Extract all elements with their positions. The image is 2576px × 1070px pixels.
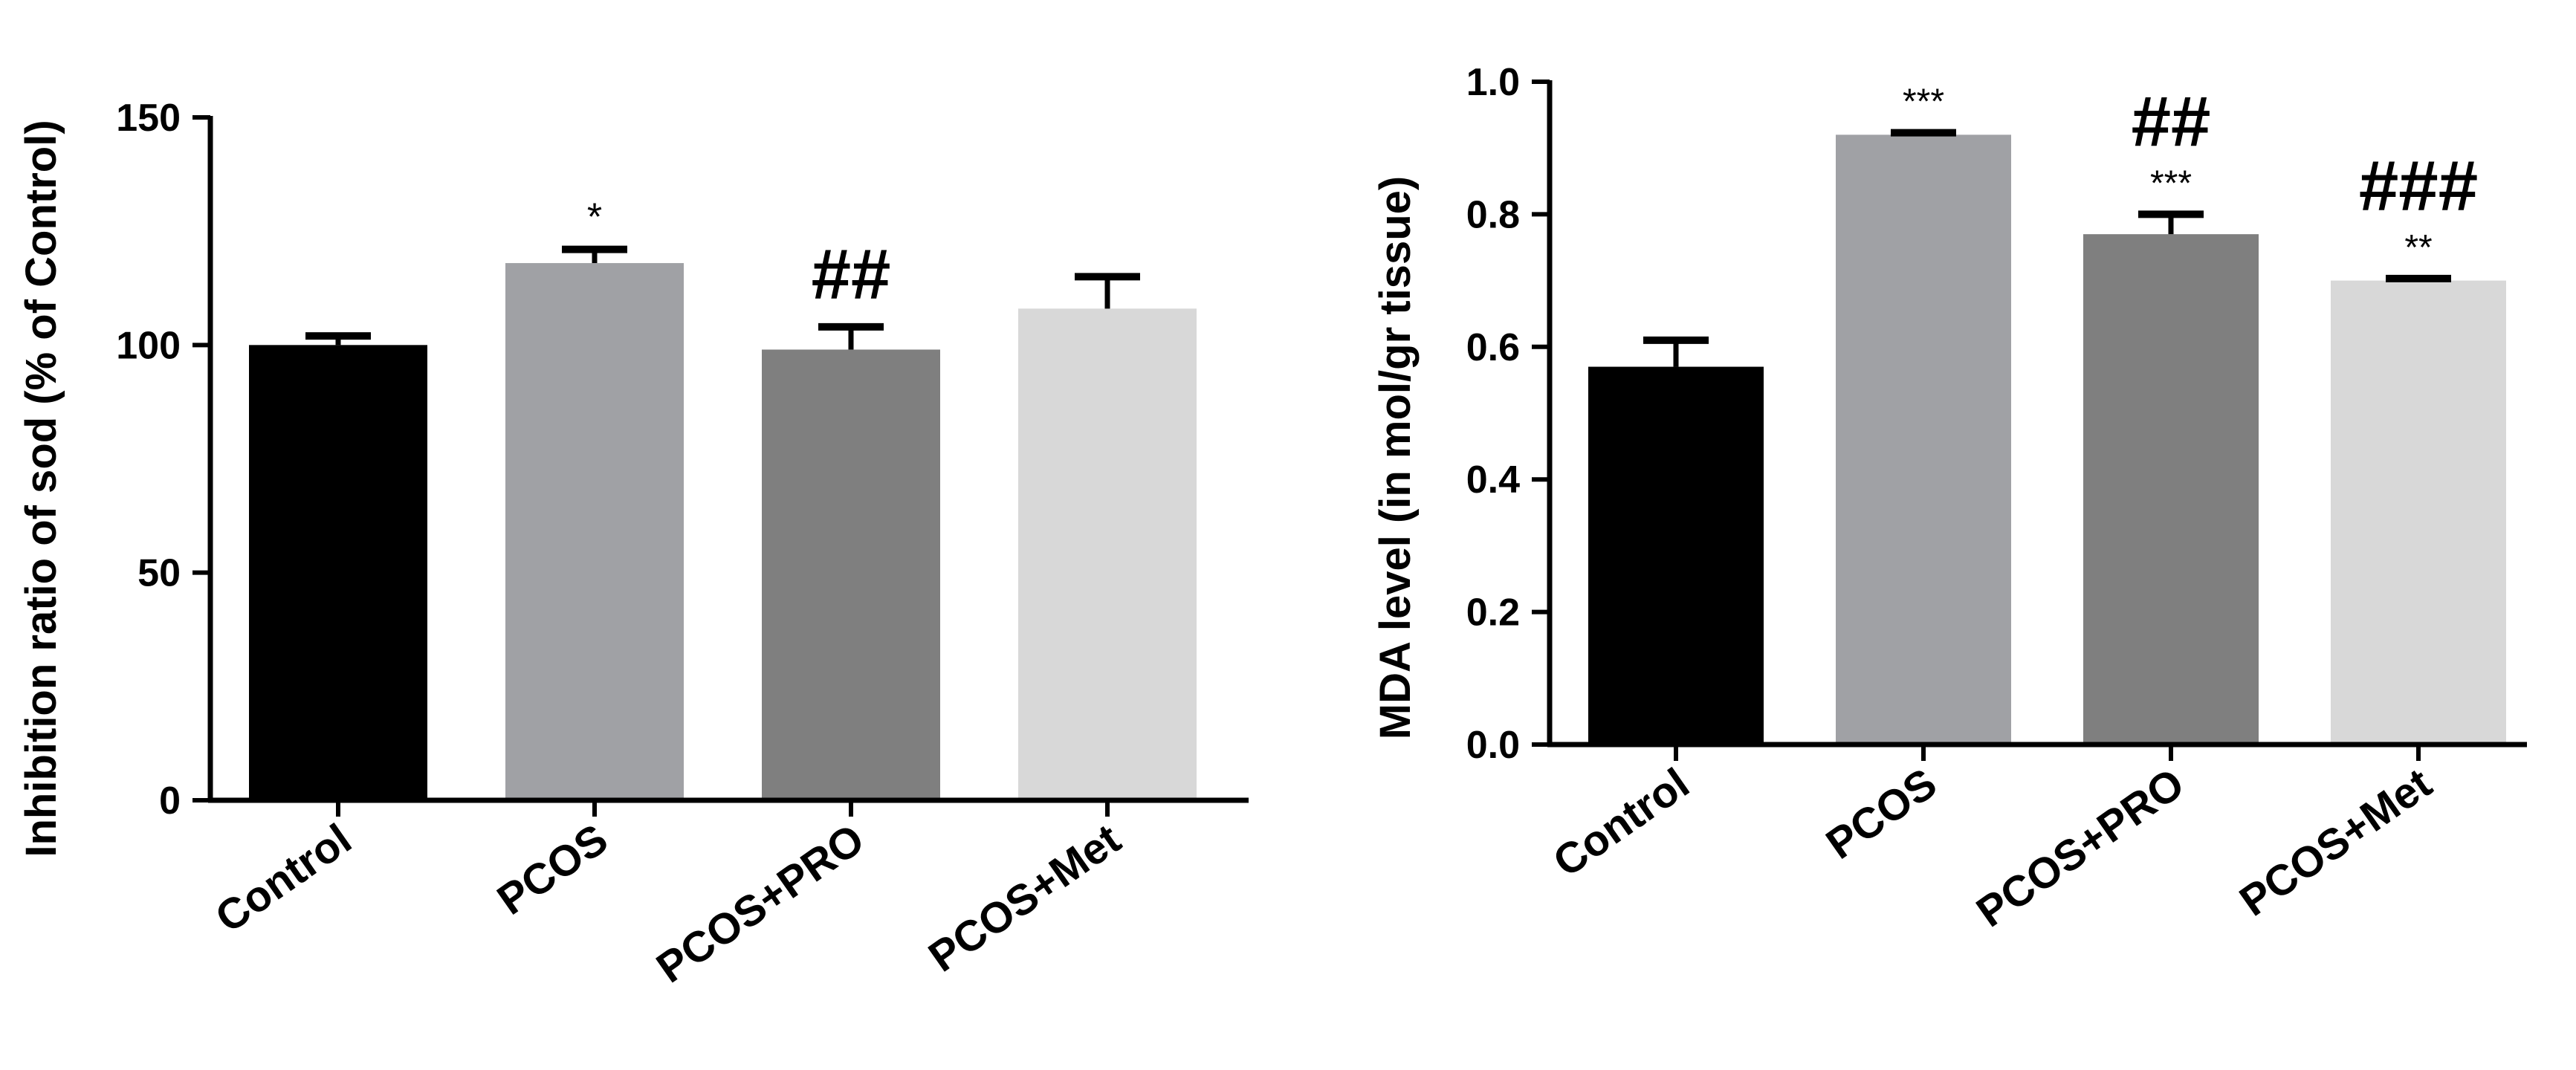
bar-pcos	[505, 263, 684, 800]
mda-level-chart: Control PCOS PCOS+PRO PCOS+Met******##**###…	[1371, 61, 2527, 936]
bar-control	[1588, 366, 1764, 745]
y-tick-label: 0.2	[1466, 591, 1520, 635]
bar-pcos-pro	[2083, 234, 2259, 745]
y-tick-label: 50	[137, 552, 181, 595]
x-tick-label: PCOS	[1818, 759, 1946, 869]
bar-pcos-pro	[762, 349, 940, 801]
bar-control	[249, 345, 427, 800]
y-axis-title: MDA level (in mol/gr tissue)	[1371, 176, 1420, 739]
bar-pcos	[1836, 134, 2011, 745]
x-tick-label: PCOS+Met	[2231, 759, 2441, 925]
x-tick-label: Control	[207, 814, 360, 942]
bar-pcos-met	[2331, 280, 2506, 745]
x-tick-label: PCOS+PRO	[1968, 759, 2193, 936]
y-tick-label: 1.0	[1466, 61, 1520, 104]
significance-stars: **	[2404, 228, 2432, 268]
y-axis-title: Inhibition ratio of sod (% of Control)	[17, 120, 65, 857]
x-tick-label: PCOS	[489, 814, 617, 924]
bar-pcos-met	[1018, 308, 1197, 800]
significance-stars: ***	[1903, 82, 1944, 122]
significance-hashes: ###	[2359, 146, 2478, 226]
x-tick-label: PCOS+PRO	[648, 814, 873, 992]
x-tick-label: Control	[1544, 759, 1698, 886]
y-tick-label: 0.6	[1466, 326, 1520, 369]
significance-stars: ***	[2150, 163, 2192, 203]
significance-hashes: ##	[2132, 82, 2211, 161]
x-tick-label: PCOS+Met	[920, 814, 1130, 981]
y-tick-label: 0	[159, 779, 181, 823]
y-tick-label: 0.0	[1466, 724, 1520, 767]
y-tick-label: 100	[116, 324, 181, 367]
y-tick-label: 0.4	[1466, 458, 1520, 502]
significance-hashes: ##	[812, 235, 891, 314]
y-tick-label: 150	[116, 97, 181, 140]
sod-inhibition-chart: Control PCOS PCOS+PRO PCOS+Met * ## 0 50 100 150 I…	[17, 97, 1249, 992]
y-tick-label: 0.8	[1466, 193, 1520, 236]
significance-stars: *	[587, 196, 602, 239]
